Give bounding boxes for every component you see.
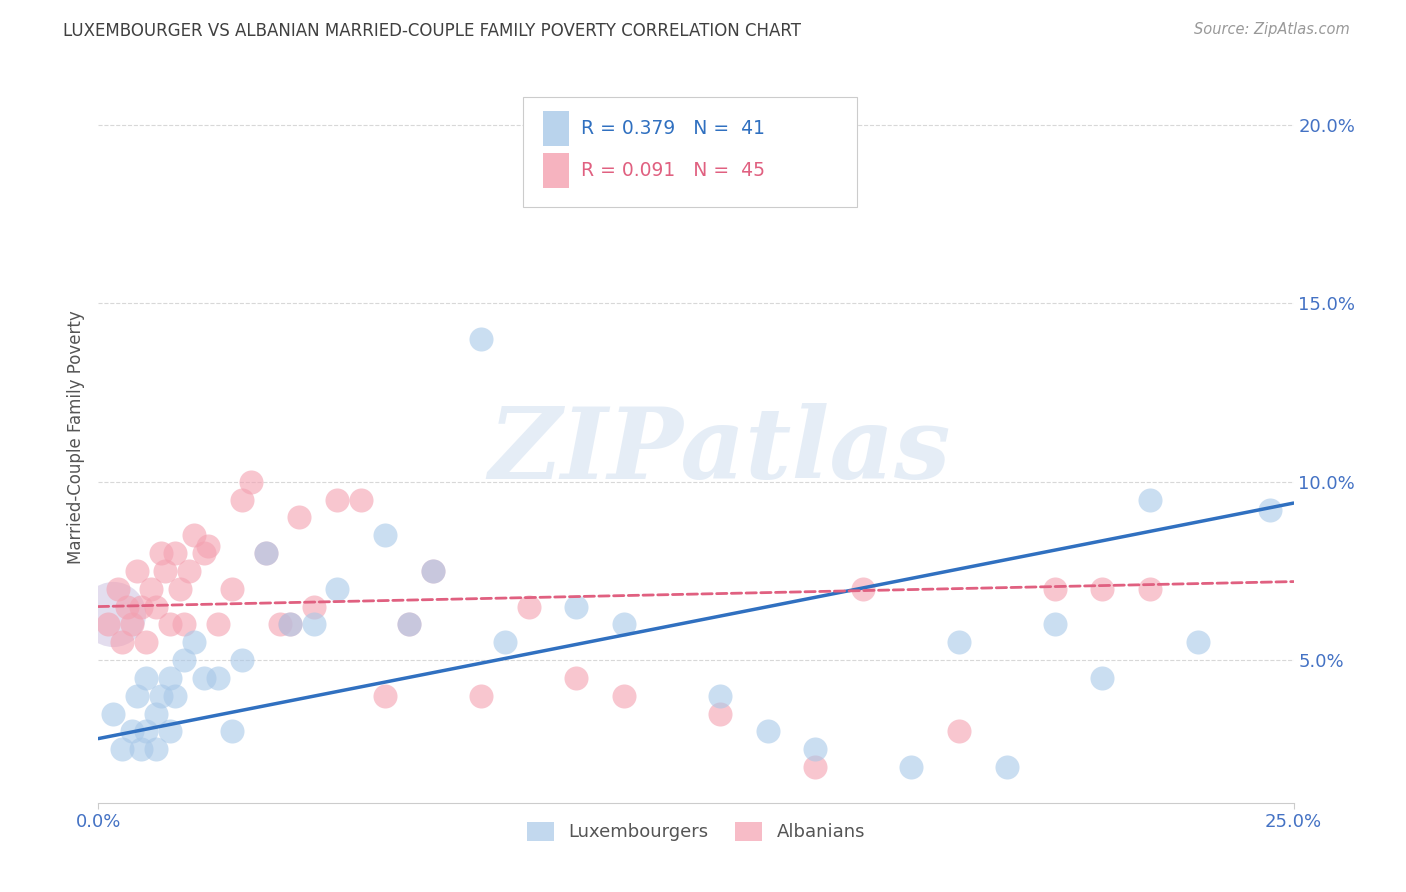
Point [183, 528, 205, 542]
Point [254, 546, 277, 560]
Point [221, 724, 243, 739]
Point [169, 582, 191, 596]
Point [121, 724, 143, 739]
Bar [543, 111, 569, 146]
Point [470, 332, 492, 346]
Y-axis label: Married-Couple Family Poverty: Married-Couple Family Poverty [66, 310, 84, 564]
Point [756, 724, 779, 739]
Text: ZIPatlas: ZIPatlas [489, 403, 950, 500]
Point [709, 706, 731, 721]
Point [374, 528, 396, 542]
Point [1091, 582, 1114, 596]
Point [159, 617, 181, 632]
Point [139, 582, 162, 596]
Point [852, 582, 875, 596]
Point [517, 599, 540, 614]
Point [193, 546, 215, 560]
Bar [543, 153, 569, 187]
Point [422, 564, 444, 578]
Point [326, 492, 349, 507]
Point [159, 724, 181, 739]
Point [101, 607, 124, 621]
Point [231, 653, 253, 667]
Text: Source: ZipAtlas.com: Source: ZipAtlas.com [1194, 22, 1350, 37]
Point [565, 599, 588, 614]
Point [179, 564, 201, 578]
Point [101, 706, 124, 721]
Point [135, 724, 157, 739]
Point [145, 706, 167, 721]
Point [278, 617, 301, 632]
Point [302, 617, 325, 632]
Point [121, 617, 143, 632]
Point [135, 671, 157, 685]
Point [145, 742, 167, 756]
Point [207, 671, 229, 685]
Point [159, 671, 181, 685]
Point [900, 760, 922, 774]
Point [145, 599, 167, 614]
Point [948, 635, 970, 649]
Point [149, 689, 172, 703]
Point [163, 546, 186, 560]
Point [278, 617, 301, 632]
Point [193, 671, 215, 685]
FancyBboxPatch shape [523, 97, 858, 207]
Point [1187, 635, 1209, 649]
Point [288, 510, 311, 524]
Point [1139, 492, 1161, 507]
Point [494, 635, 516, 649]
Point [948, 724, 970, 739]
Point [1139, 582, 1161, 596]
Point [269, 617, 291, 632]
Point [613, 617, 636, 632]
Point [155, 564, 177, 578]
Point [107, 582, 129, 596]
Point [115, 599, 138, 614]
Point [398, 617, 420, 632]
Text: R = 0.379   N =  41: R = 0.379 N = 41 [581, 119, 765, 138]
Point [207, 617, 229, 632]
Point [111, 635, 134, 649]
Point [231, 492, 253, 507]
Point [149, 546, 172, 560]
Legend: Luxembourgers, Albanians: Luxembourgers, Albanians [519, 814, 873, 848]
Point [240, 475, 263, 489]
Point [125, 689, 148, 703]
Point [97, 617, 120, 632]
Point [131, 599, 153, 614]
Point [254, 546, 277, 560]
Point [326, 582, 349, 596]
Point [173, 617, 195, 632]
Point [804, 760, 827, 774]
Point [398, 617, 420, 632]
Point [131, 742, 153, 756]
Point [709, 689, 731, 703]
Point [111, 742, 134, 756]
Point [135, 635, 157, 649]
Point [1091, 671, 1114, 685]
Point [374, 689, 396, 703]
Point [350, 492, 373, 507]
Point [1043, 582, 1066, 596]
Point [470, 689, 492, 703]
Point [183, 635, 205, 649]
Point [995, 760, 1018, 774]
Point [1043, 617, 1066, 632]
Point [173, 653, 195, 667]
Point [1258, 503, 1281, 517]
Text: R = 0.091   N =  45: R = 0.091 N = 45 [581, 161, 765, 179]
Point [565, 671, 588, 685]
Point [422, 564, 444, 578]
Point [125, 564, 148, 578]
Point [302, 599, 325, 614]
Point [613, 689, 636, 703]
Point [163, 689, 186, 703]
Point [804, 742, 827, 756]
Point [197, 539, 219, 553]
Text: LUXEMBOURGER VS ALBANIAN MARRIED-COUPLE FAMILY POVERTY CORRELATION CHART: LUXEMBOURGER VS ALBANIAN MARRIED-COUPLE … [63, 22, 801, 40]
Point [221, 582, 243, 596]
